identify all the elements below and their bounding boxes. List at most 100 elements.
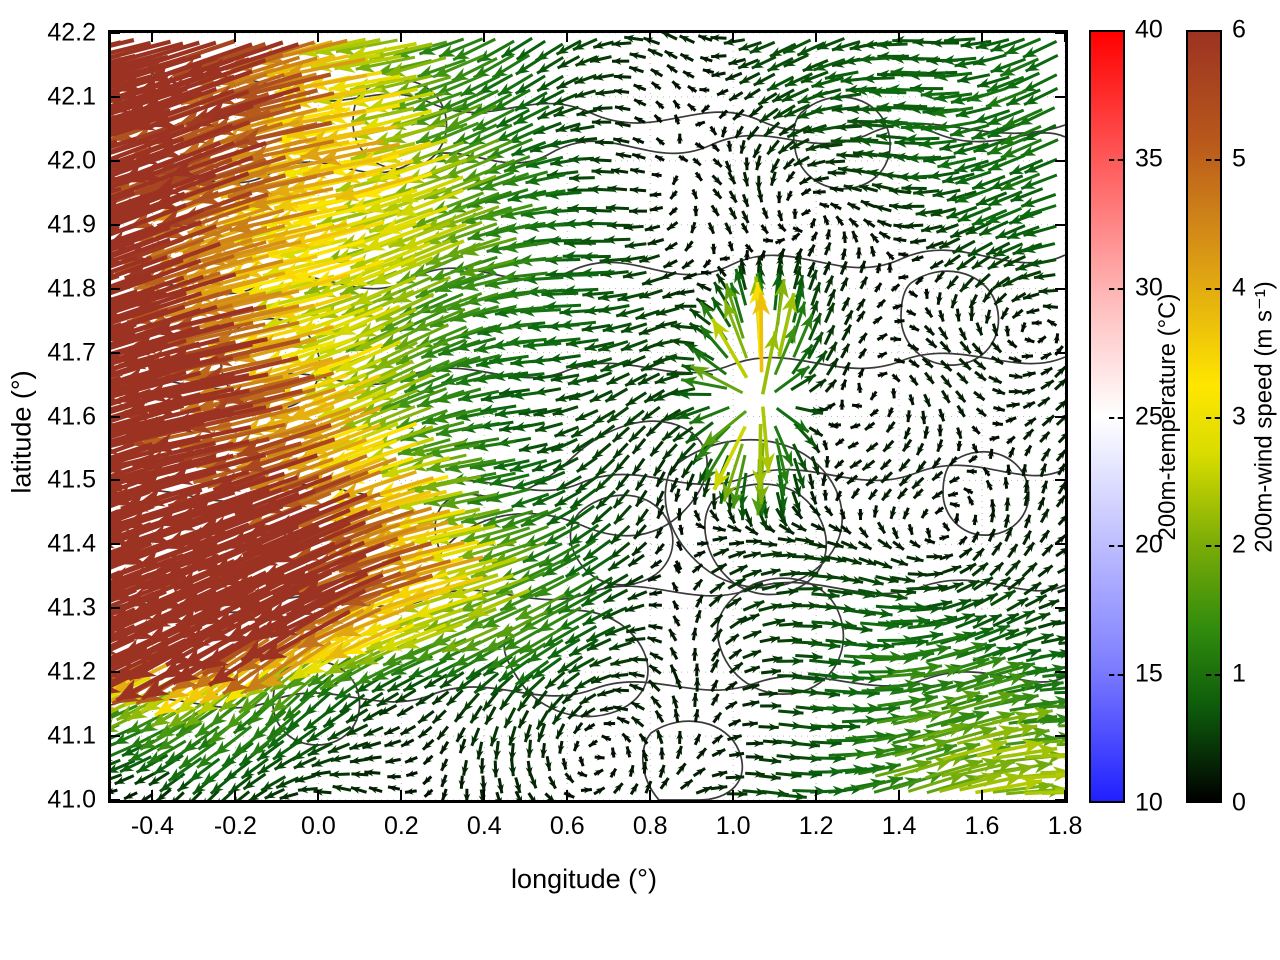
wind-vector bbox=[888, 187, 912, 196]
wind-vector bbox=[728, 718, 742, 727]
wind-vector bbox=[580, 707, 596, 719]
wind-vector bbox=[496, 610, 549, 639]
wind-vector bbox=[111, 759, 136, 773]
wind-vector bbox=[727, 171, 737, 185]
wind-vector bbox=[742, 649, 762, 660]
wind-vector bbox=[473, 341, 516, 354]
wind-vector bbox=[835, 215, 845, 227]
wind-vector bbox=[111, 408, 167, 431]
wind-vector bbox=[534, 470, 566, 486]
wind-vector bbox=[246, 690, 286, 726]
wind-vector bbox=[167, 756, 203, 783]
wind-vector bbox=[579, 236, 611, 247]
wind-vector bbox=[517, 709, 530, 729]
wind-vector bbox=[329, 770, 350, 779]
wind-vector bbox=[1007, 648, 1042, 662]
tick-mark bbox=[110, 479, 120, 482]
wind-vector bbox=[1024, 593, 1048, 608]
wind-vector bbox=[956, 579, 981, 594]
wind-vector bbox=[562, 250, 598, 262]
wind-vector bbox=[712, 188, 723, 200]
wind-vector bbox=[111, 207, 205, 250]
wind-vector bbox=[560, 757, 568, 770]
wind-vector bbox=[593, 768, 604, 777]
wind-vector bbox=[1008, 209, 1043, 225]
wind-vector bbox=[896, 487, 909, 500]
wind-vector bbox=[111, 340, 169, 364]
colorbar-tick bbox=[1206, 674, 1220, 677]
wind-vector bbox=[432, 54, 484, 79]
wind-vector bbox=[111, 105, 187, 136]
wind-vector bbox=[457, 389, 500, 403]
wind-vector bbox=[624, 241, 647, 250]
windspeed-colorbar-title: 200m-wind speed (m s⁻¹) bbox=[1250, 280, 1278, 553]
wind-vector bbox=[1055, 449, 1065, 462]
wind-vector bbox=[311, 757, 335, 768]
wind-vector bbox=[949, 502, 961, 509]
wind-vector bbox=[465, 606, 517, 630]
wind-vector bbox=[628, 683, 645, 692]
wind-vector bbox=[649, 191, 662, 198]
wind-vector bbox=[649, 589, 663, 597]
wind-vector bbox=[111, 171, 135, 183]
wind-vector bbox=[649, 440, 664, 458]
wind-vector bbox=[858, 136, 892, 147]
wind-vector bbox=[1021, 561, 1038, 578]
wind-vector bbox=[846, 474, 859, 485]
wind-vector bbox=[746, 739, 764, 748]
wind-vector bbox=[1023, 514, 1032, 529]
wind-vector bbox=[692, 205, 699, 217]
wind-vector bbox=[777, 536, 796, 544]
wind-vector bbox=[322, 708, 350, 729]
wind-vector bbox=[792, 457, 806, 489]
wind-vector bbox=[692, 578, 704, 591]
wind-vector bbox=[661, 424, 681, 442]
wind-vector bbox=[111, 109, 138, 121]
wind-vector bbox=[932, 188, 961, 199]
wind-vector bbox=[734, 268, 748, 306]
wind-vector bbox=[668, 459, 681, 476]
wind-vector bbox=[611, 39, 632, 48]
wind-vector bbox=[877, 351, 888, 359]
wind-vector bbox=[925, 632, 969, 646]
wind-vector bbox=[580, 787, 593, 794]
wind-vector bbox=[111, 37, 135, 48]
wind-vector bbox=[710, 317, 749, 379]
temperature-colorbar-title: 200m-temperature (°C) bbox=[1154, 292, 1181, 541]
wind-vector bbox=[675, 745, 683, 760]
wind-vector bbox=[709, 658, 720, 674]
wind-vector bbox=[472, 108, 515, 132]
wind-vector bbox=[306, 723, 335, 744]
wind-vector bbox=[938, 772, 1002, 794]
wind-vector bbox=[594, 424, 616, 441]
wind-vector bbox=[763, 121, 781, 138]
wind-vector bbox=[826, 288, 837, 307]
wind-vector bbox=[603, 720, 616, 727]
tick-mark bbox=[110, 287, 120, 290]
wind-vector bbox=[445, 104, 498, 131]
wind-vector bbox=[593, 786, 606, 796]
wind-vector bbox=[670, 322, 696, 331]
wind-vector bbox=[111, 574, 187, 609]
x-tick-label: 1.4 bbox=[881, 812, 917, 840]
wind-vector bbox=[1008, 388, 1023, 396]
wind-vector bbox=[999, 57, 1040, 78]
wind-vector bbox=[111, 55, 186, 83]
wind-vector bbox=[510, 672, 534, 696]
wind-vector bbox=[416, 389, 465, 408]
wind-vector bbox=[725, 596, 743, 609]
wind-vector bbox=[111, 758, 121, 766]
wind-vector bbox=[641, 761, 648, 774]
wind-vector bbox=[985, 479, 994, 491]
wind-vector bbox=[611, 426, 631, 443]
wind-vector bbox=[843, 309, 854, 326]
wind-vector bbox=[861, 459, 876, 472]
wind-vector bbox=[761, 655, 783, 664]
wind-vector bbox=[1006, 225, 1040, 240]
wind-vector bbox=[250, 709, 287, 742]
wind-vector bbox=[336, 655, 384, 684]
wind-vector bbox=[931, 470, 944, 482]
wind-vector bbox=[940, 642, 988, 659]
wind-vector bbox=[462, 158, 516, 183]
wind-vector bbox=[842, 361, 851, 376]
